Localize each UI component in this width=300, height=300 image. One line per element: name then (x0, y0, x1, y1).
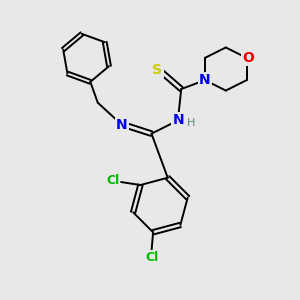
Text: H: H (187, 118, 195, 128)
Text: Cl: Cl (145, 251, 158, 264)
Text: N: N (116, 118, 128, 132)
Text: N: N (199, 73, 211, 87)
Text: S: S (152, 63, 162, 77)
Text: O: O (242, 51, 254, 65)
Text: N: N (172, 113, 184, 127)
Text: Cl: Cl (106, 174, 119, 187)
